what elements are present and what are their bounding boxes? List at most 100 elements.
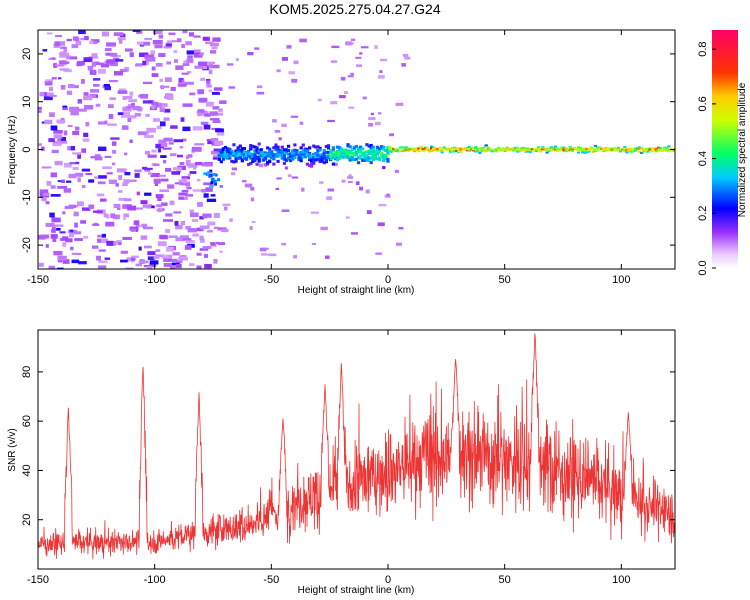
spectrogram-cell — [51, 226, 56, 229]
spectrogram-cell — [467, 149, 471, 152]
spectrogram-cell — [299, 154, 303, 158]
spectrogram-cell — [139, 52, 149, 57]
spectrogram-cell — [81, 185, 86, 189]
spectrogram-cell — [168, 235, 178, 238]
spectrogram-cell — [404, 146, 408, 149]
spectrogram-cell — [275, 187, 280, 190]
spectrogram-cell — [181, 176, 190, 180]
spectrogram-cell — [117, 112, 124, 116]
spectrogram-cell — [379, 70, 383, 74]
colorbar: 0.0 0.2 0.4 0.6 0.8 Normalized spectral ampl… — [697, 30, 748, 276]
spectrogram-cell — [352, 147, 356, 151]
spectrogram-cell — [369, 143, 373, 147]
spectrogram-cell — [156, 125, 162, 130]
spectrogram-cell — [71, 231, 82, 235]
spectrogram-cell — [406, 149, 411, 152]
spectrogram-cell — [169, 200, 175, 206]
spectrogram-cell — [363, 156, 367, 160]
spectrogram-cell — [129, 52, 134, 58]
spectrogram-cell — [551, 148, 555, 151]
spectrogram-cell — [251, 220, 256, 224]
spectrogram-cell — [197, 202, 203, 207]
spectrogram-cell — [120, 250, 128, 254]
spectrogram-cell — [281, 123, 287, 127]
spectrogram-cell — [388, 145, 392, 148]
spectrogram-cell — [291, 149, 295, 153]
spectrogram-cell — [151, 73, 159, 77]
spectrogram-cell — [371, 153, 375, 157]
spectrogram-cell — [556, 147, 560, 150]
spectrogram-cell — [136, 30, 143, 34]
spectrogram-cell — [151, 205, 155, 208]
spectrogram-cell — [111, 149, 117, 154]
spectrogram-cell — [350, 72, 354, 76]
spectrogram-cell — [263, 253, 271, 256]
colorbar-tick-label: 0.0 — [697, 260, 709, 275]
spectrogram-cell — [280, 145, 284, 149]
spectrogram-cell — [69, 56, 78, 60]
spectrogram-cell — [161, 103, 168, 107]
spectrogram-cell — [612, 147, 616, 150]
spectrogram-cell — [186, 163, 196, 167]
spectrogram-cell — [104, 120, 108, 125]
spectrogram-cell — [39, 189, 49, 195]
spectrogram-cell — [240, 150, 244, 154]
spectrogram-cell — [338, 151, 342, 155]
spectrogram-cell — [73, 211, 79, 217]
spectrogram-cell — [301, 187, 305, 192]
spectrogram-cell — [52, 143, 62, 147]
spectrogram-cell — [600, 147, 604, 150]
spectrogram-cell — [234, 149, 238, 153]
spectrogram-cell — [501, 148, 505, 151]
spectrogram-cell — [463, 148, 467, 151]
spectrogram-cell — [63, 188, 72, 193]
spectrogram-cell — [276, 154, 280, 158]
spectrogram-cell — [249, 226, 253, 230]
spectrogram-cell — [211, 91, 220, 95]
spectrogram-cell — [123, 213, 129, 218]
spectrogram-cell — [65, 238, 73, 243]
spectrogram-cell — [310, 162, 314, 166]
spectrogram-cell — [113, 214, 120, 220]
spectrogram-cell — [110, 213, 116, 219]
spectrogram-cell — [400, 146, 404, 149]
spectrogram-cell — [169, 153, 177, 157]
spectrogram-cell — [49, 212, 55, 218]
spectrogram-cell — [644, 149, 648, 152]
spectrogram-cell — [194, 143, 205, 146]
spectrogram-cell — [616, 146, 621, 149]
spectrogram-cell — [56, 119, 66, 124]
spectrogram-cell — [589, 147, 593, 150]
spectrogram-cell — [251, 160, 255, 164]
spectrogram-cell — [268, 155, 272, 159]
spectrogram-cell — [326, 146, 331, 150]
spectrogram-cell — [55, 130, 63, 134]
spectrogram-cell — [415, 149, 419, 152]
spectrogram-cell — [166, 61, 172, 65]
spectrogram-cell — [390, 147, 394, 150]
spectrogram-cell — [369, 161, 373, 165]
spectrogram-cell — [186, 58, 194, 63]
spectrogram-cell — [465, 147, 469, 150]
spectrogram-cell — [216, 131, 225, 136]
spectrogram-cell — [326, 150, 331, 154]
spectrogram-cell — [384, 154, 388, 158]
spectrogram-cell — [318, 159, 322, 163]
spectrogram-cell — [516, 148, 520, 151]
spectrogram-cell — [211, 137, 219, 143]
spectrogram-cell — [142, 60, 147, 66]
spectrogram-cell — [87, 66, 93, 71]
spectrogram-cell — [138, 246, 142, 251]
spectrogram-cell — [74, 222, 78, 228]
spectrogram-cell — [547, 150, 551, 153]
spectrogram-cell — [612, 148, 616, 151]
spectrogram-cell — [549, 149, 553, 152]
spectrogram-cell — [43, 96, 53, 101]
spectrogram-cell — [274, 146, 278, 150]
spectrogram-cell — [62, 107, 68, 111]
spectrogram-cell — [217, 149, 221, 153]
spectrogram-cell — [215, 128, 224, 133]
spectrogram-cell — [242, 157, 247, 161]
spectrogram-cell — [50, 125, 58, 131]
